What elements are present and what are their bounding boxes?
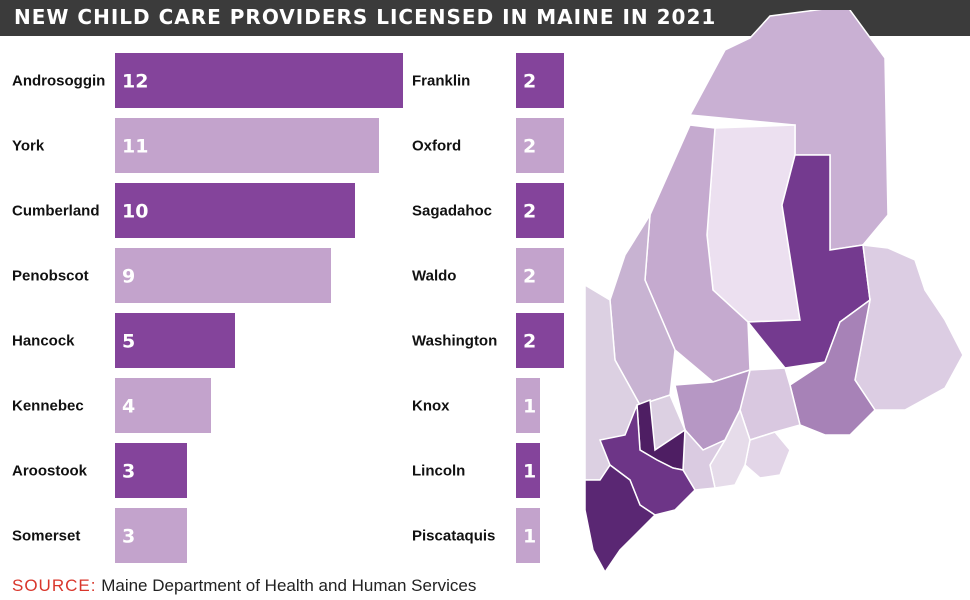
bar-cumberland [115,183,355,238]
bar-penobscot [115,248,331,303]
category-label-somerset: Somerset [12,528,80,545]
category-label-hancock: Hancock [12,333,75,350]
value-label-sagadahoc: 2 [523,201,536,223]
map-region-washington [854,244,964,411]
category-label-york: York [12,138,45,155]
value-label-lincoln: 1 [523,461,536,483]
category-label-knox: Knox [412,398,450,415]
bar-franklin [516,53,564,108]
bar-hancock [115,313,235,368]
bar-york [115,118,379,173]
category-label-washington: Washington [412,333,497,350]
bar-somerset [115,508,187,563]
map-region-york [585,463,657,572]
source-note: SOURCE: Maine Department of Health and H… [12,576,476,596]
category-label-franklin: Franklin [412,73,470,90]
bar-piscataquis [516,508,540,563]
bar-washington [516,313,564,368]
value-label-kennebec: 4 [122,396,135,418]
value-label-somerset: 3 [122,526,135,548]
map-region-knox [744,431,791,479]
value-label-york: 11 [122,136,148,158]
maine-county-map [585,10,964,572]
category-label-waldo: Waldo [412,268,456,285]
bar-kennebec [115,378,211,433]
value-label-oxford: 2 [523,136,536,158]
value-label-androsoggin: 12 [122,71,148,93]
category-label-aroostook: Aroostook [12,463,88,480]
bar-oxford [516,118,564,173]
source-label: SOURCE: [12,576,97,595]
chart-title: NEW CHILD CARE PROVIDERS LICENSED IN MAI… [14,5,717,29]
map-region-waldo [739,367,801,441]
bar-androsoggin [115,53,403,108]
category-label-lincoln: Lincoln [412,463,465,480]
value-label-hancock: 5 [122,331,135,353]
bar-sagadahoc [516,183,564,238]
value-label-penobscot: 9 [122,266,135,288]
source-text: Maine Department of Health and Human Ser… [101,576,477,595]
value-label-knox: 1 [523,396,536,418]
category-label-kennebec: Kennebec [12,398,84,415]
value-label-aroostook: 3 [122,461,135,483]
value-label-cumberland: 10 [122,201,148,223]
bar-aroostook [115,443,187,498]
bar-waldo [516,248,564,303]
value-label-franklin: 2 [523,71,536,93]
category-label-oxford: Oxford [412,138,461,155]
value-label-piscataquis: 1 [523,526,536,548]
value-label-washington: 2 [523,331,536,353]
bar-lincoln [516,443,540,498]
category-label-androsoggin: Androsoggin [12,73,105,90]
category-label-piscataquis: Piscataquis [412,528,495,545]
category-label-penobscot: Penobscot [12,268,89,285]
bar-knox [516,378,540,433]
category-label-sagadahoc: Sagadahoc [412,203,492,220]
value-label-waldo: 2 [523,266,536,288]
category-label-cumberland: Cumberland [12,203,100,220]
